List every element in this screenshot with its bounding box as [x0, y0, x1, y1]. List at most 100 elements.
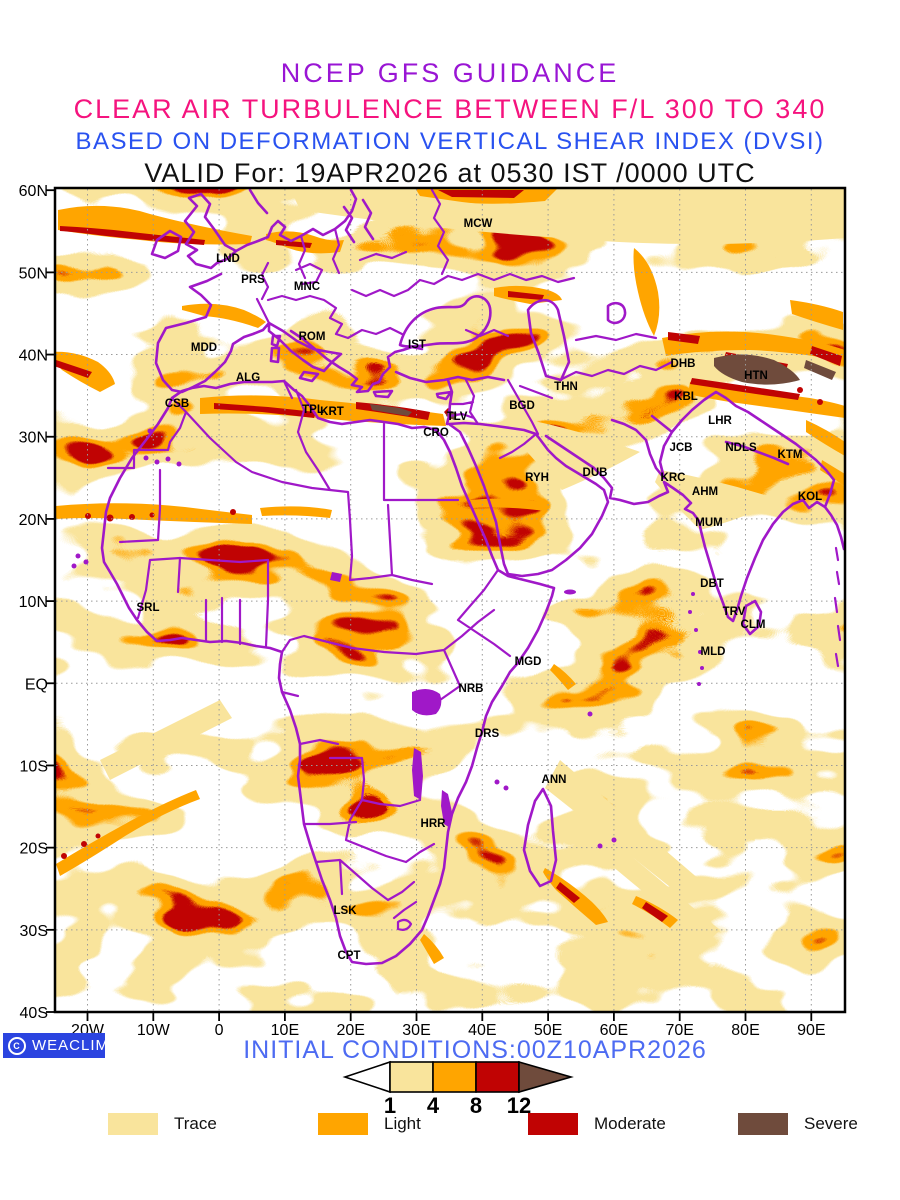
station-label: HRR [421, 818, 447, 830]
station-label: KOL [798, 491, 822, 503]
station-label: MDD [191, 342, 217, 354]
station-label: NRB [459, 683, 484, 695]
y-axis-label: 50N [19, 265, 48, 282]
colorbar-segment [475, 1061, 520, 1093]
legend-swatch [738, 1113, 788, 1135]
island-chain [833, 546, 842, 668]
station-label: MLD [701, 646, 726, 658]
copyright-icon: C [8, 1036, 26, 1055]
station-label: TLV [447, 411, 468, 423]
station-label: ALG [236, 372, 260, 384]
legend-swatch [108, 1113, 158, 1135]
legend-label: Moderate [594, 1114, 666, 1133]
x-axis-label: 80E [731, 1022, 759, 1039]
station-label: KRT [320, 406, 344, 418]
x-axis-label: 40E [468, 1022, 496, 1039]
station-label: DBT [700, 578, 724, 590]
station-label: BGD [509, 400, 535, 412]
colorbar-segment [389, 1061, 434, 1093]
colorbar-tick-label: 8 [470, 1093, 482, 1115]
station-label: IST [408, 339, 426, 351]
legend-item: Light [318, 1113, 421, 1135]
station-label: NDLS [725, 442, 757, 454]
legend-row: Trace Light Moderate Severe [0, 1113, 900, 1153]
legend-label: Light [384, 1114, 421, 1133]
station-label: TRV [723, 606, 746, 618]
y-axis-label: 20S [20, 841, 48, 858]
initial-conditions-text: INITIAL CONDITIONS:00Z10APR2026 [243, 1036, 707, 1064]
x-axis-label: 0 [215, 1022, 224, 1039]
legend-item: Severe [738, 1113, 858, 1135]
y-axis-label: 40N [19, 348, 48, 365]
station-label: ANN [542, 774, 567, 786]
colorbar-tick-label: 12 [507, 1093, 531, 1115]
station-label: CSB [165, 398, 189, 410]
station-label: THN [554, 381, 578, 393]
station-label: DHB [671, 358, 696, 370]
station-label: JCB [669, 442, 692, 454]
station-label: AHM [692, 486, 718, 498]
weaclim-badge: C WEACLIM [3, 1033, 108, 1058]
station-label: ROM [299, 331, 326, 343]
legend-label: Severe [804, 1114, 858, 1133]
y-axis-label: 10S [20, 758, 48, 775]
title-model: NCEP GFS GUIDANCE [280, 58, 620, 88]
y-axis-label: 10N [19, 594, 48, 611]
colorbar-tick-label: 4 [427, 1093, 440, 1115]
legend-label: Trace [174, 1114, 217, 1133]
station-label: LHR [708, 415, 732, 427]
grid-lines [56, 189, 844, 1011]
title-product: CLEAR AIR TURBULENCE BETWEEN F/L 300 TO … [73, 94, 827, 124]
severe-features [370, 354, 836, 420]
title-method: BASED ON DEFORMATION VERTICAL SHEAR INDE… [75, 128, 825, 155]
station-label: PRS [241, 274, 265, 286]
station-label: KRC [661, 472, 686, 484]
station-label: KTM [778, 449, 803, 461]
x-axis-label: 20E [336, 1022, 364, 1039]
station-label: LSK [334, 905, 358, 917]
legend-item: Trace [108, 1113, 217, 1135]
station-label: KBL [674, 391, 698, 403]
station-label: MUM [695, 517, 722, 529]
legend-swatch [318, 1113, 368, 1135]
station-label: MNC [294, 281, 320, 293]
x-axis-label: 90E [797, 1022, 825, 1039]
colorbar: 1 4 8 12 [342, 1060, 574, 1115]
station-label: CPT [338, 950, 361, 962]
x-axis-label: 60E [600, 1022, 628, 1039]
y-axis-label: 30N [19, 430, 48, 447]
map-interior [55, 188, 845, 1012]
x-axis-label: 10W [137, 1022, 171, 1039]
island-dots [71, 428, 704, 849]
colorbar-tick-label: 1 [384, 1093, 396, 1115]
legend-swatch [528, 1113, 578, 1135]
x-axis-label: 30E [402, 1022, 430, 1039]
y-axis-label: 20N [19, 512, 48, 529]
station-label: MCW [464, 218, 493, 230]
station-label: DUB [583, 467, 608, 479]
station-label: CLM [741, 619, 766, 631]
x-axis-label: 70E [665, 1022, 693, 1039]
coastlines [100, 188, 845, 966]
lakes [330, 572, 452, 828]
y-axis-label: 30S [20, 923, 48, 940]
moderate-shading [55, 188, 845, 1012]
station-label: SRL [137, 602, 160, 614]
station-label: MGD [515, 656, 542, 668]
station-label: RYH [525, 472, 549, 484]
station-label: CRO [423, 427, 449, 439]
x-axis-label: 10E [271, 1022, 299, 1039]
y-axis-label: EQ [25, 676, 48, 693]
map-frame [53, 186, 847, 1014]
station-label: DRS [475, 728, 500, 740]
y-axis-label: 60N [19, 183, 48, 200]
geography [71, 188, 845, 966]
title-valid-time: VALID For: 19APR2026 at 0530 IST /0000 U… [144, 158, 756, 188]
colorbar-above-arrow [518, 1060, 574, 1094]
station-label: HTN [744, 370, 768, 382]
x-axis-label: 50E [534, 1022, 562, 1039]
